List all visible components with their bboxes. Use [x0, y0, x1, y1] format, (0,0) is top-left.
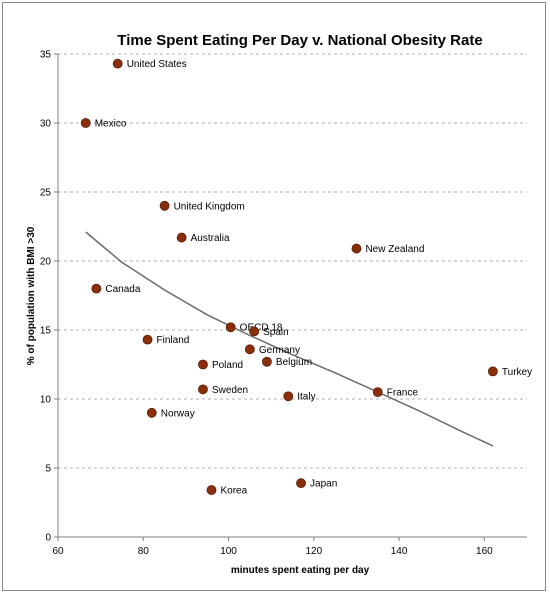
data-point — [225, 322, 236, 333]
trendline — [85, 231, 494, 447]
data-points: United States Mexico United Kingdom Austral… — [80, 58, 532, 497]
y-tick-label: 15 — [40, 326, 52, 337]
data-point — [487, 366, 498, 377]
y-tick-label: 25 — [40, 188, 52, 199]
data-point-label: Australia — [191, 233, 230, 244]
data-point-label: Mexico — [95, 119, 127, 130]
data-point-label: Sweden — [212, 385, 248, 396]
data-point-label: United States — [127, 59, 187, 70]
y-tick-label: 35 — [40, 50, 52, 61]
x-tick-label: 60 — [52, 546, 64, 557]
data-point — [262, 356, 272, 367]
y-tick-label: 5 — [45, 464, 51, 475]
x-tick-label: 120 — [305, 546, 322, 557]
data-point — [283, 391, 294, 402]
data-point — [249, 326, 260, 337]
data-point — [112, 58, 123, 69]
x-axis-title: minutes spent eating per day — [231, 565, 370, 576]
y-tick-label: 20 — [40, 257, 52, 268]
data-point-label: Finland — [157, 335, 190, 346]
data-point-label: Korea — [220, 486, 247, 497]
data-point-label: United Kingdom — [174, 201, 245, 212]
data-point — [372, 387, 383, 398]
data-point — [296, 478, 306, 489]
data-point-label: Canada — [105, 284, 140, 295]
data-point-label: OECD 18 — [240, 323, 283, 334]
data-point-label: New Zealand — [365, 244, 424, 255]
x-tick-label: 140 — [391, 546, 408, 557]
x-tick-label: 80 — [138, 546, 150, 557]
x-tick-label: 160 — [476, 546, 493, 557]
data-point — [351, 243, 362, 254]
data-point — [198, 384, 208, 395]
x-tick-label: 100 — [220, 546, 237, 557]
data-point — [146, 407, 157, 418]
chart-title: Time Spent Eating Per Day v. National Ob… — [117, 32, 482, 49]
data-point — [159, 200, 170, 211]
data-point-label: Spain — [263, 327, 289, 338]
data-point — [198, 359, 208, 370]
data-point-label: Turkey — [502, 367, 532, 378]
data-point-label: Italy — [297, 392, 315, 403]
y-tick-label: 0 — [45, 533, 51, 544]
data-point — [244, 344, 255, 355]
data-point-label: Japan — [310, 479, 337, 490]
data-point — [142, 334, 153, 345]
y-tick-label: 10 — [40, 395, 52, 406]
data-point — [176, 232, 187, 243]
data-point-label: Germany — [259, 345, 300, 356]
data-point — [80, 118, 91, 128]
data-point-label: Norway — [161, 408, 195, 419]
data-point — [206, 485, 217, 495]
y-axis-ticks: 0 5 10 15 20 25 30 35 — [40, 50, 58, 544]
gridlines — [58, 53, 527, 469]
x-axis-ticks: 60 80 100 120 140 160 — [52, 537, 493, 557]
data-point-label: Belgium — [276, 357, 312, 368]
y-tick-label: 30 — [40, 119, 52, 130]
y-axis-title: % of population with BMI >30 — [26, 226, 37, 365]
data-point — [91, 283, 102, 294]
chart-frame — [2, 2, 546, 591]
data-point-label: France — [387, 388, 419, 399]
data-point-label: Poland — [212, 360, 243, 371]
